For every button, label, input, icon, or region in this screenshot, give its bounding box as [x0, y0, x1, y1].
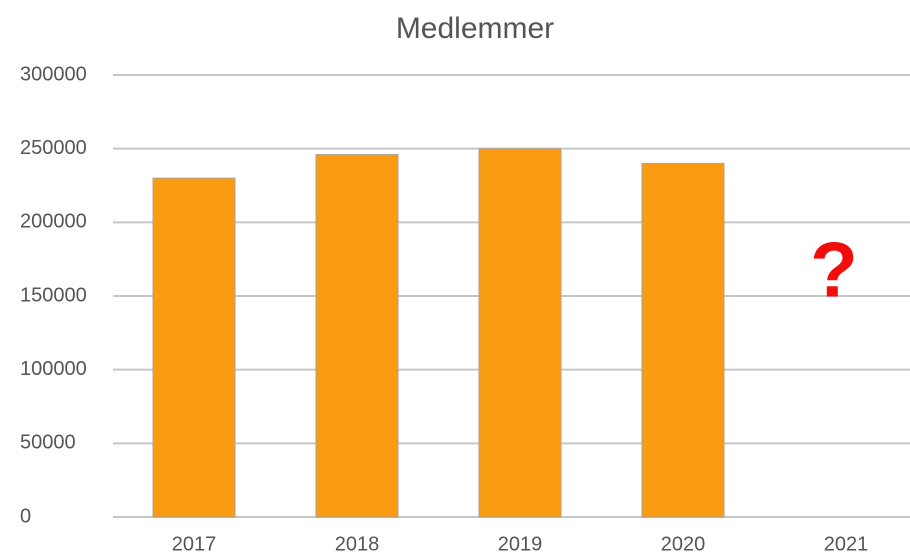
x-tick-label: 2017 — [172, 533, 217, 554]
x-tick-label: 2018 — [335, 533, 380, 554]
x-tick-label: 2019 — [498, 533, 543, 554]
y-tick-label: 300000 — [20, 63, 87, 85]
y-tick-label: 0 — [20, 505, 31, 527]
y-tick-label: 150000 — [20, 284, 87, 306]
y-tick-label: 250000 — [20, 137, 87, 159]
bar — [315, 154, 399, 518]
y-tick-label: 200000 — [20, 211, 87, 233]
y-tick-label: 100000 — [20, 358, 87, 380]
x-tick-label: 2020 — [661, 533, 706, 554]
bar — [478, 148, 562, 518]
y-tick-label: 50000 — [20, 432, 76, 454]
bar — [152, 177, 236, 518]
x-tick-label: 2021 — [824, 533, 869, 554]
bar — [641, 162, 725, 518]
chart-title: Medlemmer — [396, 12, 554, 45]
annotation: ? — [810, 226, 858, 314]
